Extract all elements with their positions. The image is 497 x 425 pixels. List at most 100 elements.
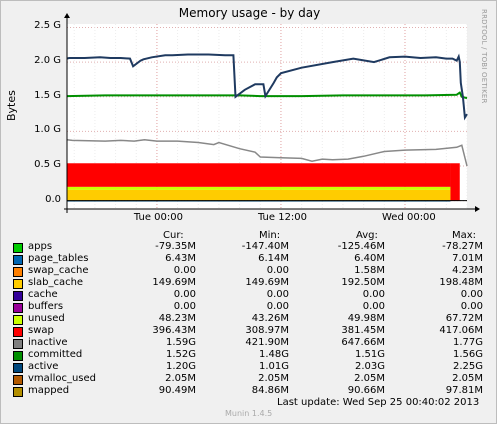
legend-value-max: 417.06M [439, 325, 483, 336]
band-swap [67, 163, 451, 187]
legend-name: slab_cache [28, 277, 84, 288]
legend-swatch-cache [13, 291, 23, 301]
x-tick-label: Wed 00:00 [381, 212, 436, 223]
x-tick-label: Tue 00:00 [133, 212, 183, 223]
legend-value-min: 0.00 [266, 289, 289, 300]
legend-swatch-buffers [13, 303, 23, 313]
legend-value-max: 7.01M [452, 253, 483, 264]
legend-value-avg: -125.46M [337, 241, 385, 252]
legend-name: vmalloc_used [28, 373, 97, 384]
legend-value-cur: 1.20G [165, 361, 196, 372]
legend-value-avg: 647.66M [341, 337, 385, 348]
legend-swatch-page_tables [13, 255, 23, 265]
legend-header-avg: Avg: [356, 230, 378, 241]
legend-value-cur: 0.00 [173, 301, 196, 312]
band-unused [67, 186, 451, 190]
legend-value-min: 1.48G [258, 349, 289, 360]
legend-swatch-active [13, 363, 23, 373]
legend-name: page_tables [28, 253, 89, 264]
legend-value-cur: 1.52G [165, 349, 196, 360]
legend-swatch-committed [13, 351, 23, 361]
legend-value-min: 84.86M [251, 385, 289, 396]
legend-value-min: 1.01G [258, 361, 289, 372]
legend-name: mapped [28, 385, 70, 396]
legend-value-max: 0.00 [460, 289, 483, 300]
legend-value-max: 1.56G [452, 349, 483, 360]
x-axis-arrow [475, 206, 480, 212]
legend-swatch-inactive [13, 339, 23, 349]
legend-value-cur: 0.00 [173, 289, 196, 300]
legend-swatch-mapped [13, 387, 23, 397]
legend-name: swap [28, 325, 54, 336]
legend-value-avg: 0.00 [362, 301, 385, 312]
legend-value-min: 0.00 [266, 301, 289, 312]
series-line-committed [66, 91, 468, 100]
y-tick-label: 1.5 G [34, 89, 61, 101]
legend-value-max: 0.00 [460, 301, 483, 312]
legend-value-max: 67.72M [445, 313, 483, 324]
legend-value-max: 4.23M [452, 265, 483, 276]
legend-value-avg: 2.05M [354, 373, 385, 384]
legend-value-min: -147.40M [241, 241, 289, 252]
legend-value-avg: 192.50M [341, 277, 385, 288]
legend-name: active [28, 361, 59, 372]
legend-value-min: 0.00 [266, 265, 289, 276]
legend-value-cur: 48.23M [158, 313, 196, 324]
legend-value-cur: 0.00 [173, 265, 196, 276]
legend-value-cur: 6.43M [165, 253, 196, 264]
legend-name: buffers [28, 301, 64, 312]
legend-header-max: Max: [452, 230, 477, 241]
y-tick-label: 2.0 G [34, 55, 61, 67]
legend-value-max: 198.48M [439, 277, 483, 288]
legend-value-max: -78.27M [442, 241, 483, 252]
last-update: Last update: Wed Sep 25 00:40:02 2013 [277, 397, 480, 408]
y-tick-label: 1.0 G [34, 124, 61, 136]
chart-title: Memory usage - by day [178, 6, 321, 20]
legend-value-avg: 381.45M [341, 325, 385, 336]
legend-name: committed [28, 349, 83, 360]
legend-name: unused [28, 313, 65, 324]
legend-value-min: 43.26M [251, 313, 289, 324]
legend-value-cur: 396.43M [152, 325, 196, 336]
legend-value-avg: 1.58M [354, 265, 385, 276]
legend-header-cur: Cur: [163, 230, 184, 241]
y-tick-label: 0.5 G [34, 159, 61, 171]
legend-name: swap_cache [28, 265, 89, 276]
legend-value-avg: 2.03G [354, 361, 385, 372]
legend-name: cache [28, 289, 58, 300]
legend-swatch-vmalloc_used [13, 375, 23, 385]
legend-value-min: 2.05M [258, 373, 289, 384]
legend-value-min: 308.97M [245, 325, 289, 336]
legend-value-cur: 90.49M [158, 385, 196, 396]
y-tick-label: 2.5 G [34, 20, 61, 32]
legend-value-cur: 2.05M [165, 373, 196, 384]
legend-header-min: Min: [259, 230, 281, 241]
legend-value-cur: 1.59G [165, 337, 196, 348]
legend-value-cur: 149.69M [152, 277, 196, 288]
legend-swatch-swap [13, 327, 23, 337]
legend-swatch-slab_cache [13, 279, 23, 289]
legend-value-avg: 1.51G [354, 349, 385, 360]
series-line-inactive [66, 138, 468, 167]
legend-value-avg: 0.00 [362, 289, 385, 300]
legend-swatch-apps [13, 243, 23, 253]
legend-value-min: 6.14M [258, 253, 289, 264]
series-line-active [66, 53, 468, 121]
legend-swatch-unused [13, 315, 23, 325]
munin-version: Munin 1.4.5 [225, 409, 273, 418]
legend-value-avg: 49.98M [347, 313, 385, 324]
legend-value-min: 421.90M [245, 337, 289, 348]
legend-swatch-swap_cache [13, 267, 23, 277]
legend-value-max: 1.77G [452, 337, 483, 348]
x-tick-label: Tue 12:00 [257, 212, 308, 223]
legend-value-min: 149.69M [245, 277, 289, 288]
legend-value-max: 97.81M [445, 385, 483, 396]
legend-value-avg: 90.66M [347, 385, 385, 396]
band-slab_cache [67, 189, 451, 201]
legend-value-cur: -79.35M [155, 241, 196, 252]
legend-value-avg: 6.40M [354, 253, 385, 264]
legend-name: inactive [28, 337, 68, 348]
y-axis-arrow [64, 13, 70, 18]
